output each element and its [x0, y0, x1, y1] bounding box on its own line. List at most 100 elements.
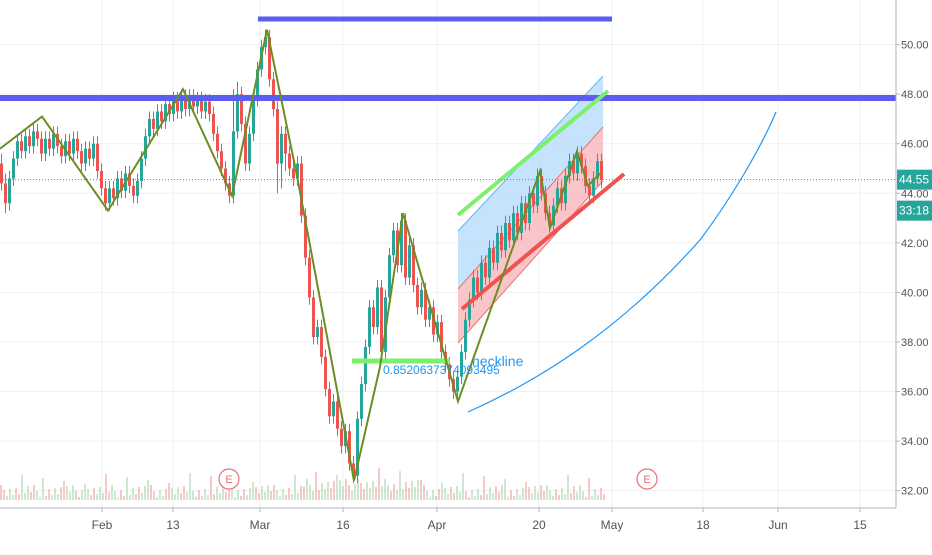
volume-bar [249, 488, 251, 500]
volume-bar [312, 491, 314, 500]
candle-body [112, 188, 115, 199]
candle-body [8, 178, 11, 204]
candle-body [44, 138, 47, 154]
volume-bar [492, 493, 494, 500]
channel-bottom-line [457, 180, 604, 344]
volume-bar [450, 487, 452, 500]
candle-body [492, 247, 495, 263]
volume-bar [174, 494, 176, 500]
candle-body [472, 277, 475, 300]
candle-body [532, 193, 535, 206]
volume-bar [384, 479, 386, 500]
volume-bar [573, 486, 575, 500]
volume-bar [366, 482, 368, 500]
volume-bar [372, 481, 374, 500]
volume-bar [489, 487, 491, 500]
channel-upper-band [458, 76, 603, 289]
candle-body [484, 262, 487, 278]
volume-bar [513, 496, 515, 500]
volume-bar [396, 490, 398, 500]
volume-bar [543, 491, 545, 500]
candle-body [528, 193, 531, 224]
candle-body [216, 133, 219, 152]
candle-body [212, 113, 215, 134]
volume-bar [69, 492, 71, 500]
price-axis-ticks[interactable]: 32.00 34.00 36.00 38.00 40.00 42.00 44.00 46.00… [896, 40, 929, 498]
volume-bar [171, 488, 173, 500]
volume-bar [57, 494, 59, 500]
volume-bar [87, 489, 89, 500]
candle-body [264, 37, 267, 48]
candle-body [316, 327, 319, 338]
candle-body [32, 131, 35, 147]
volume-bar [15, 488, 17, 500]
candle-body [356, 418, 359, 476]
volume-bar [303, 486, 305, 500]
volume-bar [252, 482, 254, 500]
candle-body [200, 99, 203, 112]
time-axis-ticks[interactable]: Feb 13 Mar 16 Apr 20 May 18 Jun 15 [92, 508, 867, 532]
volume-bar [339, 480, 341, 500]
candle-body [360, 384, 363, 419]
candle-body [88, 148, 91, 159]
candle-body [600, 161, 603, 180]
volume-bar [456, 486, 458, 500]
volume-bar [150, 485, 152, 500]
candle-body [172, 99, 175, 114]
candle-body [536, 175, 539, 206]
candle-body [232, 131, 235, 196]
price-tick-label: 48.00 [901, 89, 929, 101]
volume-bar [345, 479, 347, 500]
earnings-marker-circle[interactable] [218, 468, 240, 490]
channel-lower-trendline[interactable] [460, 172, 626, 311]
volume-bar [63, 481, 65, 500]
volume-bar [342, 486, 344, 500]
volume-bar [408, 488, 410, 500]
volume-bar [528, 487, 530, 500]
volume-bar [267, 485, 269, 500]
volume-bar [507, 497, 509, 500]
volume-bar [411, 481, 413, 500]
volume-bar [504, 479, 506, 500]
zigzag-pattern-line[interactable] [0, 29, 601, 481]
price-tick-label: 46.00 [901, 139, 929, 151]
date-tick-label: 13 [166, 518, 180, 532]
candle-body [460, 351, 463, 377]
candle-body [120, 178, 123, 191]
volume-bar [126, 477, 128, 500]
candle-body [312, 297, 315, 338]
candle-body [84, 148, 87, 164]
volume-bar [321, 483, 323, 500]
price-tick-label: 38.00 [901, 337, 929, 349]
volume-bar [90, 495, 92, 500]
candle-body [160, 111, 163, 122]
candle-body [16, 141, 19, 159]
candle-body [332, 401, 335, 417]
volume-bar [387, 485, 389, 500]
candle-body [512, 213, 515, 241]
volume-bar [369, 488, 371, 500]
candle-body [300, 163, 303, 216]
volume-bar [444, 488, 446, 500]
volume-bar [192, 491, 194, 500]
candle-body [416, 284, 419, 308]
candle-body [516, 213, 519, 233]
channel-upper-trendline[interactable] [456, 89, 610, 217]
candle-body [268, 37, 271, 80]
volume-bar [336, 475, 338, 500]
candle-body [548, 213, 551, 226]
candle-body [328, 389, 331, 417]
volume-bar [75, 491, 77, 500]
volume-bar [177, 487, 179, 500]
projection-curve[interactable] [467, 111, 777, 413]
candle-body [476, 277, 479, 293]
candle-body [80, 151, 83, 164]
earnings-marker-circle[interactable] [636, 468, 658, 490]
fib-value-label: 0.8520637374093495 [383, 363, 500, 377]
volume-bar [459, 492, 461, 500]
volume-bar [432, 490, 434, 500]
candle-body [440, 322, 443, 352]
candle-body [488, 247, 491, 278]
volume-bar [510, 490, 512, 500]
